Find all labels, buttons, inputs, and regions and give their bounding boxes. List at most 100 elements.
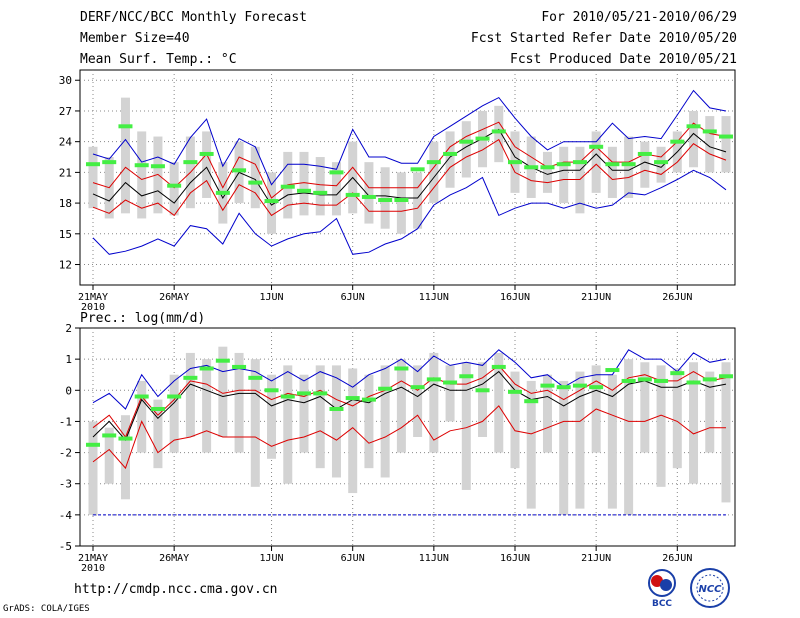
y-tick-label: -3 [59,478,72,491]
ensemble-box [186,353,195,437]
climatology-marker [183,160,197,164]
climatology-marker [638,377,652,381]
climatology-marker [459,374,473,378]
ensemble-box [300,152,309,215]
climatology-marker [200,152,214,156]
ensemble-box [413,172,422,228]
ensemble-box [446,365,455,421]
climatology-marker [443,152,457,156]
ensemble-box [559,381,568,515]
climatology-marker [622,379,636,383]
x-tick-label: 26MAY [159,553,189,564]
climatology-marker [605,162,619,166]
climatology-marker [167,395,181,399]
climatology-marker [573,160,587,164]
y-tick-label: 15 [59,228,72,241]
x-tick-label: 26JUN [662,292,692,303]
climatology-marker [102,160,116,164]
climatology-marker [443,381,457,385]
ensemble-box [170,162,179,215]
x-tick-label: 21JUN [581,553,611,564]
climatology-marker [135,163,149,167]
climatology-marker [86,443,100,447]
climatology-marker [557,385,571,389]
forecast-figure: 1215182124273021MAY201026MAY 1JUN 6JUN 11JU… [0,0,800,618]
bcc-logo: BCC [640,568,684,608]
climatology-marker [589,385,603,389]
climatology-marker [476,137,490,141]
climatology-marker [86,162,100,166]
climatology-marker [281,185,295,189]
ensemble-box [300,375,309,453]
climatology-marker [654,379,668,383]
y-tick-label: 21 [59,166,72,179]
y-tick-label: 12 [59,259,72,272]
climatology-marker [394,198,408,202]
climatology-marker [687,381,701,385]
footer-url[interactable]: http://cmdp.ncc.cma.gov.cn [74,582,278,597]
ensemble-box [446,131,455,187]
climatology-marker [346,193,360,197]
ensemble-box [332,365,341,477]
ensemble-box [559,147,568,203]
y-tick-label: 2 [65,322,72,335]
ensemble-box [640,142,649,188]
ensemble-box [689,111,698,167]
y-tick-label: 0 [65,384,72,397]
climatology-marker [670,140,684,144]
ensemble-box [202,131,211,198]
ensemble-box [413,365,422,437]
y-tick-label: -2 [59,447,72,460]
climatology-marker [362,398,376,402]
climatology-marker [118,124,132,128]
climatology-marker [151,407,165,411]
ensemble-box [121,98,130,214]
y-tick-label: 18 [59,197,72,210]
panel-title: Prec.: log(mm/d) [80,311,205,326]
climatology-marker [297,189,311,193]
climatology-marker [654,160,668,164]
ncc-logo-text: NCC [698,584,722,595]
ensemble-box [429,353,438,453]
ensemble-box [137,381,146,453]
ensemble-box [608,147,617,198]
y-tick-label: -4 [59,509,73,522]
ensemble-box [624,137,633,198]
x-tick-label: 26JUN [662,553,692,564]
climatology-marker [573,384,587,388]
chart-panel-1: 1215182124273021MAY201026MAY 1JUN 6JUN 11JU… [59,70,735,313]
ensemble-box [170,375,179,453]
ensemble-box [673,368,682,468]
x-tick-label: 11JUN [419,553,449,564]
ensemble-box [89,147,98,208]
x-tick-label: 1JUN [259,292,283,303]
chart-panel-2: -5-4-3-2-101221MAY201026MAY 1JUN 6JUN 11JUN… [59,311,735,574]
y-tick-label: 1 [65,353,72,366]
ensemble-box [332,162,341,215]
ensemble-box [137,131,146,218]
climatology-marker [362,195,376,199]
x-tick-label: 6JUN [341,553,365,564]
ensemble-box [89,421,98,514]
x-tick-label: 11JUN [419,292,449,303]
climatology-marker [622,162,636,166]
y-tick-label: -5 [59,540,72,553]
x-tick-label: 1JUN [259,553,283,564]
climatology-marker [719,374,733,378]
climatology-marker [411,385,425,389]
climatology-marker [378,198,392,202]
x-tick-label: 16JUN [500,292,530,303]
climatology-marker [427,377,441,381]
y-tick-label: 24 [59,136,73,149]
ensemble-box [543,152,552,193]
climatology-marker [265,388,279,392]
ensemble-box [316,365,325,468]
ensemble-box [251,147,260,208]
ensemble-box [202,359,211,452]
climatology-marker [248,376,262,380]
ensemble-box [381,365,390,477]
climatology-marker [508,390,522,394]
climatology-marker [167,184,181,188]
climatology-marker [605,368,619,372]
climatology-marker [394,366,408,370]
